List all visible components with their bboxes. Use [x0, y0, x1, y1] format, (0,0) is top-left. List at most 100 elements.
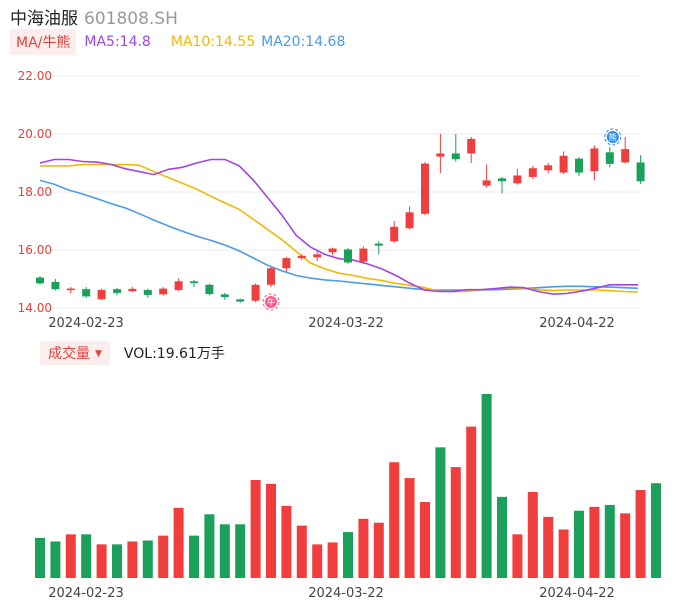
candle-body	[421, 163, 429, 214]
bull-marker-label: 牛	[267, 297, 275, 307]
volume-x-tick-label: 2024-03-22	[308, 586, 384, 601]
volume-bar	[420, 502, 430, 578]
candle-body	[66, 288, 75, 291]
ma5-line	[39, 158, 638, 295]
volume-indicator-label: 成交量	[48, 346, 90, 362]
volume-bar	[50, 541, 61, 578]
price-grid	[52, 75, 640, 309]
ma-legend: MA/牛熊 MA5:14.8 MA10:14.55 MA20:14.68	[10, 29, 351, 55]
bull-marker-icon	[265, 296, 277, 308]
volume-bar	[312, 544, 323, 578]
volume-bar	[589, 506, 600, 578]
candle-body	[143, 290, 152, 295]
candle-body	[528, 168, 537, 177]
volume-bar	[281, 505, 292, 578]
candle-body	[313, 254, 322, 258]
volume-bar	[81, 534, 92, 578]
volume-x-tick-label: 2024-02-23	[48, 586, 124, 601]
volume-bar	[404, 478, 415, 578]
candle-body	[405, 212, 414, 229]
volume-bar	[574, 510, 584, 578]
ma10-label: MA10:14.55	[170, 34, 256, 50]
volume-bar	[250, 480, 261, 578]
signal-markers: 牛熊	[262, 128, 622, 311]
candle-body	[590, 148, 599, 172]
candle-body	[51, 281, 60, 290]
candlestick-series	[36, 134, 645, 303]
candle-body	[451, 153, 460, 160]
candle-body	[513, 175, 522, 184]
candle-body	[498, 178, 506, 182]
volume-bar	[189, 535, 199, 578]
volume-bar	[558, 529, 569, 578]
bull-marker-ring	[262, 293, 280, 311]
volume-bar	[543, 516, 554, 578]
volume-bar	[358, 518, 369, 578]
candle-body	[467, 138, 476, 154]
volume-x-tick-label: 2024-04-22	[539, 586, 615, 601]
volume-bar	[343, 532, 353, 578]
candle-body	[220, 294, 229, 297]
candle-body	[205, 284, 214, 295]
ma10-line	[40, 163, 639, 293]
volume-bar	[158, 535, 169, 578]
stock-name: 中海油服	[10, 9, 78, 29]
volume-bar	[266, 483, 276, 578]
volume-legend: 成交量 ▼ VOL:19.61万手	[40, 341, 225, 365]
volume-bar	[389, 462, 400, 578]
volume-bar	[112, 544, 122, 578]
candle-body	[390, 226, 399, 242]
y-tick-label: 16.00	[18, 243, 52, 257]
candle-body	[297, 255, 306, 259]
y-tick-label: 18.00	[18, 185, 52, 199]
caret-down-icon: ▼	[95, 349, 102, 359]
candle-body	[544, 165, 553, 171]
volume-value: VOL:19.61万手	[123, 346, 225, 362]
candle-body	[359, 248, 368, 262]
volume-indicator-dropdown[interactable]: 成交量 ▼	[40, 341, 110, 365]
volume-bar	[497, 496, 507, 578]
stock-title: 中海油服 601808.SH	[10, 4, 178, 29]
candle-body	[328, 248, 337, 253]
ma-toggle-button[interactable]: MA/牛熊	[10, 29, 77, 55]
candle-body	[282, 258, 291, 269]
candle-body	[128, 288, 137, 292]
candle-body	[251, 284, 260, 301]
volume-bar	[65, 534, 76, 578]
volume-bar	[235, 524, 246, 578]
y-tick-label: 22.00	[18, 69, 52, 83]
candle-body	[190, 281, 198, 284]
candle-body	[482, 180, 491, 186]
volume-bar	[635, 490, 646, 578]
candle-body	[267, 268, 275, 285]
volume-bar	[481, 394, 492, 578]
stock-code: 601808.SH	[84, 9, 178, 29]
volume-bar	[35, 537, 45, 578]
candle-body	[236, 299, 245, 302]
volume-bar	[450, 467, 461, 578]
ma5-label: MA5:14.8	[84, 34, 151, 50]
candle-body	[374, 243, 383, 246]
candle-body	[36, 277, 44, 284]
volume-bars	[35, 394, 661, 578]
candle-body	[82, 289, 91, 297]
candle-body	[621, 149, 630, 163]
x-tick-label: 2024-02-23	[48, 316, 124, 331]
volume-bar	[327, 542, 338, 578]
bear-marker-ring	[604, 128, 622, 146]
ma20-label: MA20:14.68	[261, 34, 346, 50]
volume-bar	[173, 507, 184, 578]
x-tick-label: 2024-03-22	[308, 316, 384, 331]
candle-body	[97, 290, 106, 300]
volume-bar	[527, 491, 538, 578]
y-tick-label: 14.00	[18, 301, 52, 315]
candle-body	[605, 152, 614, 164]
y-tick-label: 20.00	[18, 127, 52, 141]
volume-bar	[512, 534, 523, 578]
candle-body	[575, 158, 583, 173]
volume-bar	[219, 524, 230, 578]
volume-bar	[204, 514, 215, 578]
volume-bar	[142, 540, 153, 578]
volume-bar	[296, 525, 307, 578]
